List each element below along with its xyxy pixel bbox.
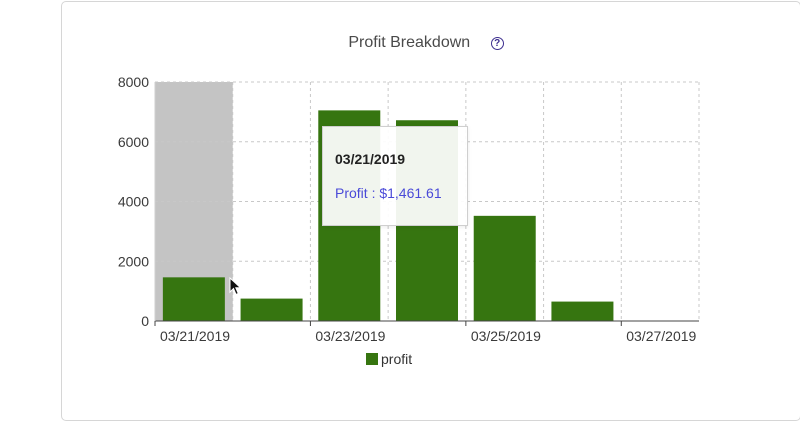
- tooltip-date: 03/21/2019: [335, 151, 406, 167]
- bar-03/21/2019: [162, 277, 225, 321]
- chart-tooltip: 03/21/2019 Profit : $1,461.61: [322, 126, 468, 226]
- chart-header: Profit Breakdown ?: [0, 34, 800, 52]
- chart-title: Profit Breakdown: [348, 34, 471, 51]
- x-tick-label: 03/23/2019: [315, 328, 385, 344]
- x-tick-label: 03/25/2019: [471, 328, 541, 344]
- bar-03/25/2019: [473, 215, 536, 321]
- chart-legend[interactable]: profit: [366, 351, 412, 367]
- legend-swatch: [366, 353, 378, 365]
- bar-03/26/2019: [551, 301, 614, 321]
- bar-03/22/2019: [240, 298, 303, 321]
- mouse-pointer-icon: [229, 277, 242, 296]
- axis-layer: [154, 82, 699, 326]
- y-tick-label: 4000: [118, 194, 149, 210]
- y-tick-label: 6000: [118, 134, 149, 150]
- x-tick-label: 03/27/2019: [626, 328, 696, 344]
- tooltip-value: Profit : $1,461.61: [335, 185, 442, 201]
- y-tick-label: 2000: [118, 253, 149, 269]
- x-tick-label: 03/21/2019: [160, 328, 230, 344]
- help-circle-icon[interactable]: ?: [490, 36, 504, 50]
- tick-label-layer: 0 2000 4000 6000 8000 03/21/2019 03/23/2019 03/…: [118, 74, 697, 344]
- legend-label: profit: [381, 351, 413, 367]
- y-tick-label: 0: [141, 313, 149, 329]
- y-tick-label: 8000: [118, 74, 149, 90]
